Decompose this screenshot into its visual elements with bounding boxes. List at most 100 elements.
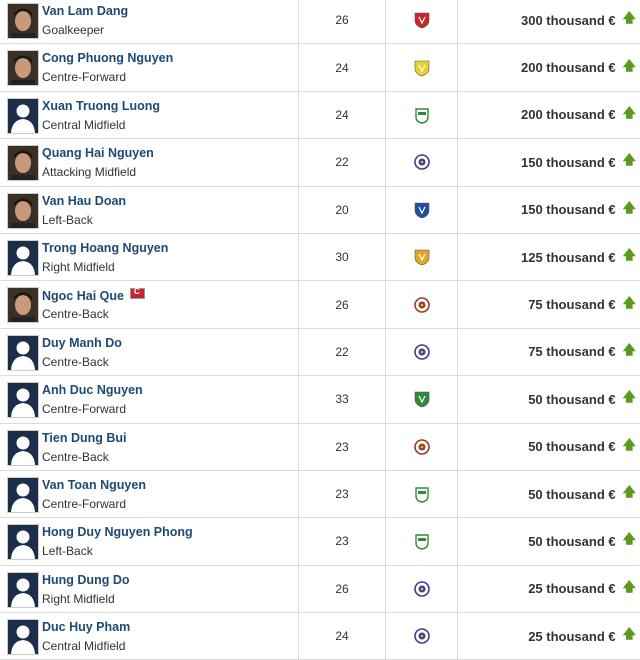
player-cell: Hung Dung Do Right Midfield bbox=[0, 565, 299, 613]
market-value-text[interactable]: 150 thousand € bbox=[520, 202, 616, 218]
market-value-text[interactable]: 200 thousand € bbox=[520, 107, 616, 123]
player-name[interactable]: Van Toan Nguyen bbox=[42, 477, 146, 492]
player-position: Centre-Back bbox=[42, 354, 109, 369]
market-value: 125 thousand € 🡅 bbox=[458, 234, 640, 280]
player-name[interactable]: Tien Dung Bui bbox=[42, 430, 127, 445]
player-name[interactable]: Duc Huy Pham bbox=[42, 620, 131, 635]
market-value-text[interactable]: 50 thousand € bbox=[528, 391, 616, 407]
player-photo[interactable] bbox=[7, 571, 39, 608]
player-photo[interactable] bbox=[7, 287, 39, 324]
club-badge-icon[interactable] bbox=[386, 565, 458, 613]
player-name-link[interactable]: Hung Dung Do bbox=[42, 573, 129, 587]
market-value-text[interactable]: 25 thousand € bbox=[528, 581, 616, 597]
player-position: Centre-Forward bbox=[42, 496, 127, 511]
player-name-link[interactable]: Van Toan Nguyen bbox=[42, 478, 146, 492]
player-name-link[interactable]: Duc Huy Pham bbox=[42, 620, 130, 634]
market-value-text[interactable]: 50 thousand € bbox=[528, 533, 616, 549]
club-badge-icon[interactable] bbox=[386, 139, 458, 186]
table-row: Hung Dung Do Right Midfield 26 25 thousa… bbox=[0, 565, 640, 614]
arrow-up-icon: 🡅 bbox=[622, 57, 636, 73]
player-photo[interactable] bbox=[7, 619, 39, 656]
player-name-link[interactable]: Ngoc Hai Que bbox=[42, 287, 145, 304]
player-position: Left-Back bbox=[42, 212, 93, 227]
club-badge-icon[interactable] bbox=[386, 0, 458, 44]
player-age: 30 bbox=[299, 233, 386, 281]
player-name[interactable]: Cong Phuong Nguyen bbox=[42, 51, 174, 66]
player-name[interactable]: Xuan Truong Luong bbox=[42, 98, 161, 113]
club-badge-icon[interactable] bbox=[386, 376, 458, 423]
player-name[interactable]: Quang Hai Nguyen bbox=[42, 146, 154, 161]
club-badge-icon[interactable] bbox=[386, 470, 458, 518]
player-photo[interactable] bbox=[7, 192, 39, 229]
player-cell: Van Lam Dang Goalkeeper bbox=[0, 0, 299, 44]
market-value-text[interactable]: 200 thousand € bbox=[520, 60, 616, 76]
player-age: 26 bbox=[299, 565, 386, 613]
player-name-link[interactable]: Quang Hai Nguyen bbox=[42, 146, 154, 160]
player-photo[interactable] bbox=[7, 476, 39, 513]
table-row: Quang Hai Nguyen Attacking Midfield 22 1… bbox=[0, 139, 640, 187]
player-name[interactable]: Hung Dung Do bbox=[42, 572, 130, 587]
club-badge-icon[interactable] bbox=[386, 91, 458, 139]
arrow-up-icon: 🡅 bbox=[622, 152, 636, 168]
market-value-text[interactable]: 50 thousand € bbox=[528, 486, 616, 502]
player-position: Left-Back bbox=[42, 544, 93, 559]
player-age: 26 bbox=[299, 0, 386, 44]
club-badge-icon[interactable] bbox=[386, 423, 458, 470]
market-value-text[interactable]: 75 thousand € bbox=[528, 297, 616, 313]
club-badge-icon[interactable] bbox=[386, 186, 458, 233]
player-cell: Van Toan Nguyen Centre-Forward bbox=[0, 470, 299, 518]
player-photo[interactable] bbox=[7, 97, 39, 134]
player-cell: Hong Duy Nguyen Phong Left-Back bbox=[0, 518, 299, 565]
market-value-text[interactable]: 75 thousand € bbox=[528, 344, 616, 360]
player-name[interactable]: Anh Duc Nguyen bbox=[42, 383, 143, 398]
player-name[interactable]: Duy Manh Do bbox=[42, 335, 122, 350]
market-value-text[interactable]: 125 thousand € bbox=[520, 249, 616, 265]
player-cell: Anh Duc Nguyen Centre-Forward bbox=[0, 376, 299, 423]
player-name-link[interactable]: Anh Duc Nguyen bbox=[42, 383, 143, 397]
arrow-up-icon: 🡅 bbox=[622, 294, 636, 310]
player-name-link[interactable]: Hong Duy Nguyen Phong bbox=[42, 525, 193, 539]
player-age: 22 bbox=[299, 328, 386, 376]
player-cell: Duy Manh Do Centre-Back bbox=[0, 328, 299, 376]
player-age: 24 bbox=[299, 91, 386, 139]
club-badge-icon[interactable] bbox=[386, 281, 458, 328]
club-badge-icon[interactable] bbox=[386, 518, 458, 565]
club-badge-icon[interactable] bbox=[386, 328, 458, 376]
player-name-link[interactable]: Trong Hoang Nguyen bbox=[42, 241, 168, 255]
player-name-link[interactable]: Xuan Truong Luong bbox=[42, 99, 160, 113]
player-name-link[interactable]: Cong Phuong Nguyen bbox=[42, 51, 173, 65]
player-photo[interactable] bbox=[7, 3, 39, 39]
player-name[interactable]: Van Lam Dang bbox=[42, 4, 129, 18]
club-badge-icon[interactable] bbox=[386, 233, 458, 281]
player-photo[interactable] bbox=[7, 145, 39, 182]
market-value-text[interactable]: 300 thousand € bbox=[520, 12, 616, 28]
player-photo[interactable] bbox=[7, 429, 39, 466]
player-name[interactable]: Trong Hoang Nguyen bbox=[42, 240, 169, 255]
player-photo[interactable] bbox=[7, 334, 39, 371]
market-value-text[interactable]: 50 thousand € bbox=[528, 439, 616, 455]
club-badge-icon[interactable] bbox=[386, 44, 458, 91]
player-name-link[interactable]: Van Hau Doan bbox=[42, 194, 126, 208]
market-value: 200 thousand € 🡅 bbox=[458, 92, 640, 138]
player-name-link[interactable]: Duy Manh Do bbox=[42, 336, 122, 350]
player-cell: Xuan Truong Luong Central Midfield bbox=[0, 91, 299, 139]
player-name[interactable]: Van Hau Doan bbox=[42, 193, 127, 208]
market-value: 50 thousand € 🡅 bbox=[458, 471, 640, 517]
player-name-link[interactable]: Van Lam Dang bbox=[42, 4, 128, 18]
player-photo[interactable] bbox=[7, 524, 39, 561]
player-photo[interactable] bbox=[7, 50, 39, 87]
market-value-text[interactable]: 150 thousand € bbox=[520, 154, 616, 170]
table-row: Tien Dung Bui Centre-Back 23 50 thousand… bbox=[0, 423, 640, 471]
club-badge-icon[interactable] bbox=[386, 613, 458, 660]
player-name[interactable]: Hong Duy Nguyen Phong bbox=[42, 525, 193, 540]
player-photo[interactable] bbox=[7, 382, 39, 419]
market-value-text[interactable]: 25 thousand € bbox=[528, 628, 616, 644]
table-row: Xuan Truong Luong Central Midfield 24 20… bbox=[0, 91, 640, 140]
player-cell: Ngoc Hai Que Centre-Back bbox=[0, 281, 299, 328]
arrow-up-icon: 🡅 bbox=[622, 578, 636, 594]
player-name[interactable]: Ngoc Hai Que bbox=[42, 289, 124, 304]
player-name-link[interactable]: Tien Dung Bui bbox=[42, 431, 127, 445]
player-position: Right Midfield bbox=[42, 591, 115, 606]
player-age: 23 bbox=[299, 518, 386, 565]
player-photo[interactable] bbox=[7, 239, 39, 276]
